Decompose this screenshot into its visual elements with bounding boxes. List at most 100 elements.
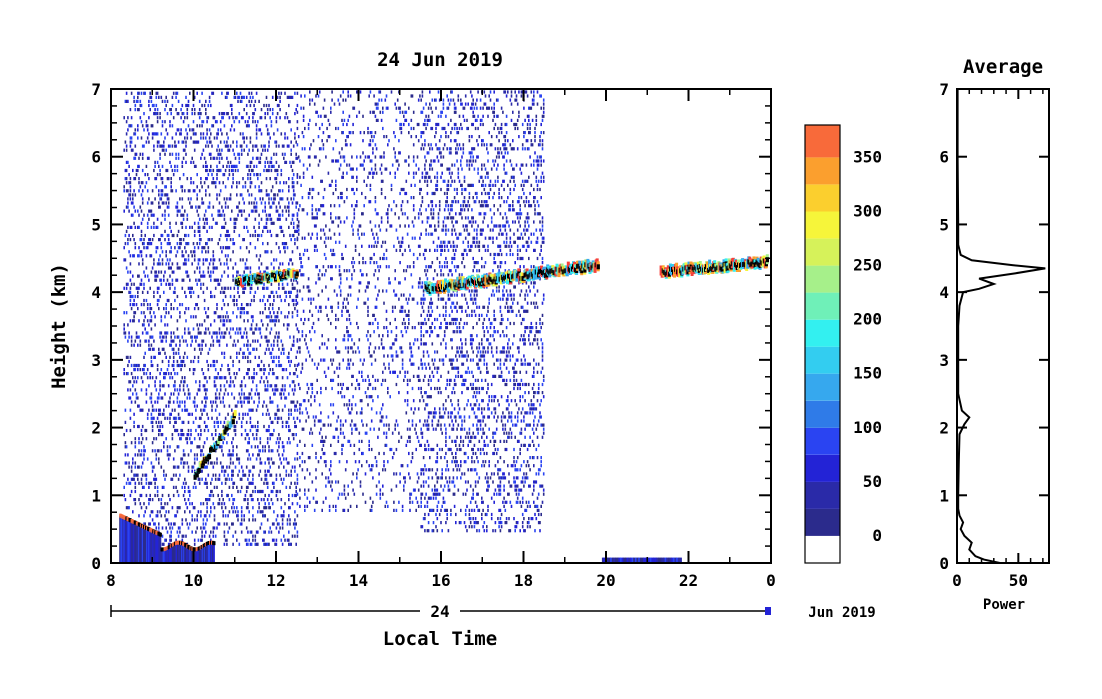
heatmap-cell [218,201,221,205]
heatmap-cell [312,321,315,326]
heatmap-cell [200,408,202,412]
heatmap-cell [265,412,268,416]
heatmap-cell [292,437,295,441]
heatmap-cell [378,480,380,484]
heatmap-cell [243,343,245,347]
heatmap-cell [172,331,175,335]
heatmap-cell [240,209,243,213]
heatmap-cell [231,112,233,116]
heatmap-cell [150,315,153,319]
heatmap-cell [419,419,421,423]
heatmap-cell [275,140,278,144]
heatmap-cell [172,493,175,498]
heatmap-cell [275,116,278,120]
heatmap-cell [181,197,184,201]
heatmap-cell [414,236,416,240]
heatmap-cell [210,530,212,534]
heatmap-cell [292,181,295,185]
heatmap-cell [217,132,219,136]
heatmap-cell [233,481,236,485]
heatmap-cell [268,461,270,465]
heatmap-cell [390,187,393,192]
heatmap-cell [200,416,202,420]
heatmap-cell [146,416,149,420]
heatmap-cell [247,339,249,343]
heatmap-cell [218,498,221,502]
heatmap-cell [127,189,129,193]
heatmap-cell [274,197,276,201]
heatmap-cell [161,433,164,437]
heatmap-cell [306,504,309,508]
heatmap-cell [206,229,208,233]
heatmap-cell [133,205,135,209]
heatmap-cell [294,136,296,140]
heatmap-cell [321,204,323,208]
heatmap-cell [244,355,247,359]
heatmap-cell [217,420,219,424]
heatmap-cell [349,94,352,98]
heatmap-cell [361,451,363,456]
heatmap-cell [192,103,195,108]
heatmap-cell [175,91,177,95]
heatmap-cell [200,274,202,278]
heatmap-cell [292,339,295,343]
heatmap-cell [192,506,195,510]
heatmap-cell [347,135,349,139]
heatmap-cell [129,193,132,197]
heatmap-cell [373,273,375,277]
heatmap-cell [359,484,362,488]
heatmap-cell [159,384,161,388]
heatmap-cell [248,538,250,542]
heatmap-cell [163,469,165,473]
heatmap-cell [270,327,273,331]
heatmap-cell [395,382,398,387]
heatmap-cell [264,388,266,392]
heatmap-cell [276,168,279,173]
heatmap-cell [191,530,193,534]
heatmap-cell [266,132,269,136]
heatmap-cell [149,286,151,290]
heatmap-cell [260,108,263,112]
heatmap-cell [270,433,273,437]
heatmap-cell [291,217,294,221]
heatmap-cell [408,309,410,313]
heatmap-cell [192,128,195,132]
heatmap-cell [139,282,142,286]
heatmap-cell [292,372,295,376]
heatmap-cell [193,404,196,408]
heatmap-cell [140,388,143,392]
heatmap-cell [184,189,186,193]
heatmap-cell [137,376,139,380]
heatmap-cell [151,363,154,368]
heatmap-cell [294,307,296,311]
heatmap-cell [227,392,229,396]
heatmap-cell [377,435,379,439]
heatmap-cell [202,384,205,388]
heatmap-cell [208,99,211,103]
heatmap-cell [190,181,192,185]
heatmap-cell [222,225,224,229]
heatmap-cell [190,359,192,364]
heatmap-cell [190,428,192,433]
heatmap-cell [343,488,346,492]
heatmap-cell [129,108,132,112]
heatmap-cell [369,382,372,387]
heatmap-cell [129,136,132,140]
heatmap-cell [179,177,181,181]
heatmap-cell [280,416,283,420]
heatmap-cell [262,197,264,201]
heatmap-cell [211,213,213,217]
heatmap-cell [332,191,335,196]
heatmap-cell [255,428,258,433]
heatmap-cell [382,378,384,382]
heatmap-cell [170,112,172,116]
heatmap-cell [321,439,323,443]
heatmap-cell [249,408,252,412]
heatmap-cell [307,456,310,460]
heatmap-cell [239,132,242,136]
heatmap-cell [203,376,206,380]
heatmap-cell [389,346,391,350]
heatmap-cell [296,281,299,285]
heatmap-cell [417,285,420,289]
heatmap-cell [180,221,182,225]
